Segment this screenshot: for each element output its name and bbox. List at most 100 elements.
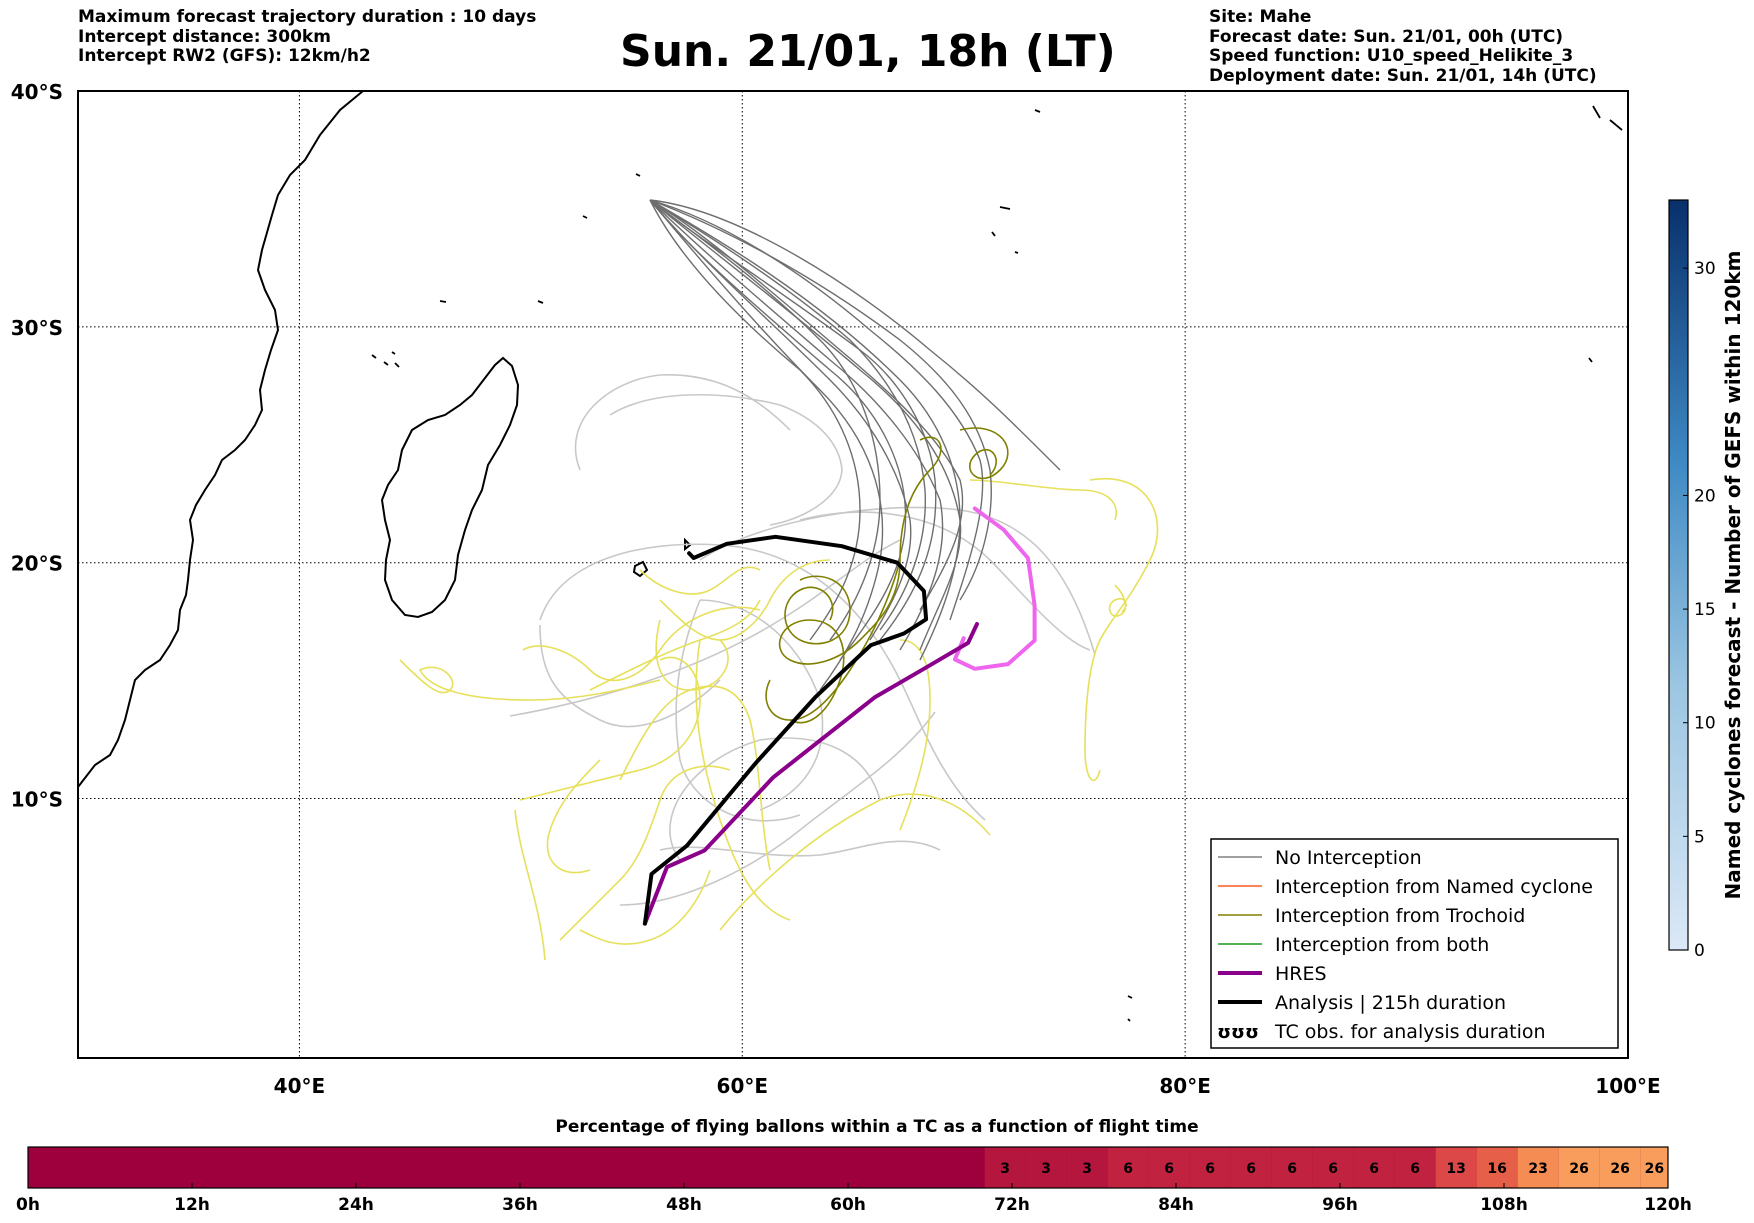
flight-bar-cell [1476, 1147, 1518, 1188]
legend-label: Analysis | 215h duration [1275, 992, 1506, 1014]
page-title: Sun. 21/01, 18h (LT) [620, 26, 1116, 77]
flight-bar-cell-value: 26 [1645, 1161, 1664, 1177]
highlight-tracks [642, 506, 1037, 926]
forecast-date-text: Forecast date: Sun. 21/01, 00h (UTC) [1209, 26, 1564, 47]
longitude-labels: 40°E 60°E 80°E 100°E [274, 1074, 1661, 1098]
flight-bar-cell [1107, 1147, 1149, 1188]
flight-bar-tick-label: 24h [338, 1195, 374, 1215]
flight-bar-cell-value: 6 [1164, 1161, 1174, 1177]
flight-bar-cell-value: 6 [1123, 1161, 1133, 1177]
tc-colorbar-label: Named cyclones forecast - Number of GEFS… [1721, 251, 1745, 900]
flight-bar-tick-label: 60h [830, 1195, 866, 1215]
east-islands [1034, 105, 1623, 363]
lat-tick-label: 40°S [11, 80, 63, 104]
flight-bar-cell-value: 13 [1446, 1161, 1465, 1177]
lat-tick-label: 20°S [11, 552, 63, 576]
analysis-track [642, 534, 929, 926]
lon-tick-label: 60°E [717, 1074, 769, 1098]
tc-colorbar-tick-label: 30 [1694, 259, 1716, 279]
africa-coastline [78, 91, 364, 788]
flight-bar-tick-label: 12h [174, 1195, 210, 1215]
legend-label: Interception from Named cyclone [1275, 876, 1593, 898]
lon-tick-label: 80°E [1159, 1074, 1211, 1098]
flight-bar-cell-value: 23 [1528, 1161, 1547, 1177]
flight-bar-cell [1558, 1147, 1600, 1188]
tc-colorbar-tick-label: 5 [1694, 827, 1705, 847]
legend-entry: ʊʊʊ TC obs. for analysis duration [1217, 1021, 1545, 1043]
seychelles-islands [439, 173, 641, 304]
legend-entry: Interception from Named cyclone [1218, 876, 1593, 898]
flight-bar-cell-value: 16 [1487, 1161, 1506, 1177]
header-left-info: Maximum forecast trajectory duration : 1… [78, 7, 537, 67]
flight-bar-title: Percentage of flying ballons within a TC… [555, 1117, 1198, 1137]
flight-bar-cell [984, 1147, 1026, 1188]
legend-label: No Interception [1275, 847, 1422, 869]
flight-bar-cell-value: 26 [1610, 1161, 1629, 1177]
flight-bar-cell [1189, 1147, 1231, 1188]
header-right-info: Site: Mahe Forecast date: Sun. 21/01, 00… [1209, 7, 1597, 86]
legend-entry: Interception from both [1218, 934, 1489, 956]
flight-bar-tick-label: 72h [994, 1195, 1030, 1215]
flight-bar-cell [1025, 1147, 1067, 1188]
flight-bar-cell [1312, 1147, 1354, 1188]
flight-bar-tick-label: 96h [1322, 1195, 1358, 1215]
flight-bar-cell [1271, 1147, 1313, 1188]
legend-entry: No Interception [1218, 847, 1422, 869]
flight-bar-cell [1394, 1147, 1436, 1188]
lon-tick-label: 40°E [274, 1074, 326, 1098]
yellow-trajectories [399, 477, 1159, 961]
tc-colorbar-gradient [1668, 199, 1689, 951]
flight-bar-cell [1230, 1147, 1272, 1188]
flight-bar-cell-value: 6 [1410, 1161, 1420, 1177]
flight-bar-cell-value: 26 [1569, 1161, 1588, 1177]
lat-tick-label: 10°S [11, 788, 63, 812]
trajectory-duration-text: Maximum forecast trajectory duration : 1… [78, 7, 537, 27]
flight-bar-tick-label: 108h [1480, 1195, 1528, 1215]
map-legend: No Interception Interception from Named c… [1210, 838, 1619, 1049]
hres-tc-track [952, 506, 1037, 671]
legend-label: Interception from both [1275, 934, 1489, 956]
flight-bar-tick-label: 0h [16, 1195, 40, 1215]
flight-bar-cell [1599, 1147, 1641, 1188]
legend-label: TC obs. for analysis duration [1274, 1021, 1546, 1043]
flight-bar-tick-label: 84h [1158, 1195, 1194, 1215]
chagos-islands [991, 206, 1019, 254]
tc-colorbar-tick-label: 0 [1694, 941, 1705, 961]
flight-time-bar: Percentage of flying ballons within a TC… [16, 1117, 1692, 1215]
comoros-islands [371, 351, 400, 368]
intercept-distance-text: Intercept distance: 300km [78, 26, 331, 47]
flight-bar-cell-value: 3 [1000, 1161, 1010, 1177]
site-text: Site: Mahe [1209, 7, 1312, 27]
legend-label: Interception from Trochoid [1275, 905, 1525, 927]
coastlines [78, 91, 1623, 1022]
deployment-date-text: Deployment date: Sun. 21/01, 14h (UTC) [1209, 65, 1597, 86]
graticule [78, 91, 1628, 1058]
flight-bar-cell [1066, 1147, 1108, 1188]
lon-tick-label: 100°E [1595, 1074, 1660, 1098]
tc-colorbar-tick-label: 15 [1694, 600, 1716, 620]
flight-bar-cell-value: 6 [1369, 1161, 1379, 1177]
ensemble-trajectories [399, 199, 1159, 961]
legend-box [1210, 838, 1619, 1049]
tc-obs-symbol: ʊʊʊ [1217, 1022, 1259, 1043]
kerguelen-islands [1127, 995, 1133, 1022]
madagascar-coastline [380, 356, 520, 619]
light-gray-trajectories [509, 374, 1096, 906]
flight-bar-cell-value: 6 [1328, 1161, 1338, 1177]
flight-bar-cell [1353, 1147, 1395, 1188]
legend-entry: Analysis | 215h duration [1218, 992, 1506, 1014]
flight-bar-cell [1517, 1147, 1559, 1188]
flight-bar-tick-label: 120h [1644, 1195, 1692, 1215]
flight-bar-cell-value: 3 [1041, 1161, 1051, 1177]
flight-bar-cell-value: 3 [1082, 1161, 1092, 1177]
tc-colorbar-tick-label: 10 [1694, 714, 1716, 734]
legend-entry: Interception from Trochoid [1218, 905, 1525, 927]
flight-bar-cell [1640, 1147, 1668, 1188]
legend-label: HRES [1275, 963, 1327, 985]
speed-function-text: Speed function: U10_speed_Helikite_3 [1209, 46, 1574, 66]
dark-gray-trajectories [649, 199, 1061, 691]
flight-bar-cell-value: 6 [1246, 1161, 1256, 1177]
hres-track [642, 622, 979, 926]
intercept-rw2-text: Intercept RW2 (GFS): 12km/h2 [78, 46, 371, 66]
